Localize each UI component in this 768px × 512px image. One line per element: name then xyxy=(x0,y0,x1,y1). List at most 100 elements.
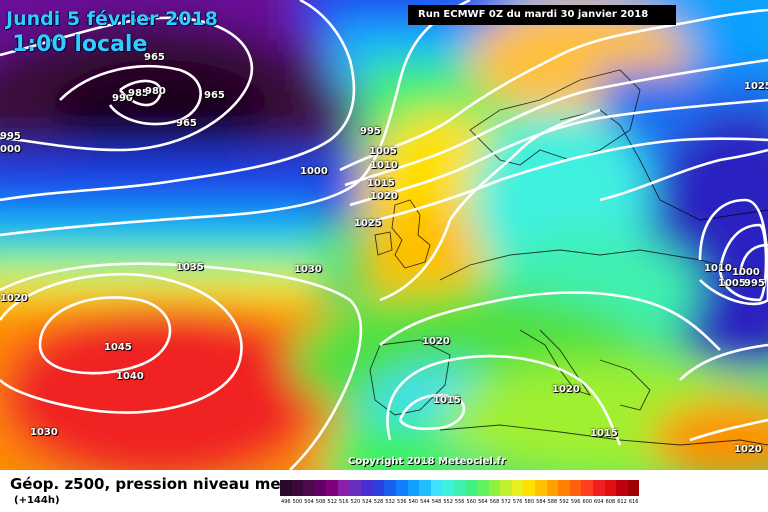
legend-footer: Géop. z500, pression niveau mer (+144h) … xyxy=(0,470,768,512)
scale-label: 520 xyxy=(350,499,361,505)
scale-label: 540 xyxy=(408,499,419,505)
scale-swatch xyxy=(430,480,443,496)
scale-swatch xyxy=(384,480,396,496)
scale-label: 596 xyxy=(570,499,581,505)
scale-swatch xyxy=(604,480,617,496)
scale-swatch xyxy=(453,480,466,496)
scale-label: 548 xyxy=(431,499,442,505)
scale-swatch xyxy=(581,480,594,496)
isobar-label: 965 xyxy=(144,52,165,63)
isobar-label: 1005 xyxy=(369,146,397,157)
scale-swatch xyxy=(337,480,350,496)
geopotential-shading xyxy=(0,0,768,470)
isobars xyxy=(0,0,768,470)
forecast-date-title: Jundi 5 février 2018 xyxy=(6,8,218,30)
scale-swatch xyxy=(280,480,292,496)
isobar-label: 1015 xyxy=(433,395,461,406)
isobar-label: 985 xyxy=(128,88,149,99)
scale-label: 608 xyxy=(605,499,616,505)
isobar-label: 1000 xyxy=(732,267,760,278)
scale-swatch xyxy=(349,480,362,496)
model-run-label: Run ECMWF 0Z du mardi 30 janvier 2018 xyxy=(408,5,676,25)
scale-label: 508 xyxy=(315,499,326,505)
scale-swatch xyxy=(558,480,570,496)
map-caption: Géop. z500, pression niveau mer xyxy=(10,475,288,493)
scale-label: 576 xyxy=(512,499,523,505)
scale-swatch xyxy=(535,480,547,496)
scale-label: 556 xyxy=(454,499,465,505)
scale-label: 544 xyxy=(420,499,430,505)
scale-swatch xyxy=(616,480,628,496)
isobar-label: 1020 xyxy=(370,191,398,202)
isobar-label: 1025 xyxy=(354,218,382,229)
scale-label: 524 xyxy=(362,499,372,505)
scale-swatch xyxy=(477,480,489,496)
scale-swatch xyxy=(372,480,385,496)
isobar-label: 1030 xyxy=(294,264,322,275)
scale-label: 496 xyxy=(281,499,291,505)
scale-swatch xyxy=(500,480,512,496)
scale-swatch xyxy=(465,480,478,496)
scale-swatch xyxy=(523,480,536,496)
scale-label: 616 xyxy=(628,499,639,505)
scale-swatch xyxy=(291,480,304,496)
isobar-label: 1025 xyxy=(744,81,768,92)
scale-label: 504 xyxy=(304,499,314,505)
scale-label: 572 xyxy=(501,499,511,505)
scale-swatch xyxy=(511,480,524,496)
isobar-label: 1020 xyxy=(552,384,580,395)
scale-swatch xyxy=(407,480,420,496)
scale-label: 536 xyxy=(396,499,407,505)
color-scale-labels: 496 500 504 508 512 516 520 524 528 532 536 540 544 5… xyxy=(280,499,639,505)
isobar-label: 000 xyxy=(0,144,21,155)
scale-label: 584 xyxy=(536,499,546,505)
scale-swatch xyxy=(593,480,605,496)
color-scale xyxy=(280,480,640,496)
scale-label: 532 xyxy=(385,499,395,505)
isobar-label: 1000 xyxy=(300,166,328,177)
isobar-label: 1010 xyxy=(704,263,732,274)
scale-label: 580 xyxy=(524,499,535,505)
map-area: 965 965 965 990 985 980 995 000 1000 995… xyxy=(0,0,768,470)
isobar-label: 995 xyxy=(0,131,21,142)
scale-swatch xyxy=(361,480,373,496)
scale-swatch xyxy=(546,480,559,496)
isobar-label: 1020 xyxy=(0,293,28,304)
scale-label: 552 xyxy=(443,499,453,505)
isobar-label: 1035 xyxy=(176,262,204,273)
forecast-lead-time: (+144h) xyxy=(14,495,60,506)
scale-swatch xyxy=(569,480,582,496)
scale-label: 560 xyxy=(466,499,477,505)
scale-label: 568 xyxy=(489,499,500,505)
isobar-label: 1010 xyxy=(370,160,398,171)
scale-swatch xyxy=(326,480,338,496)
scale-swatch xyxy=(314,480,327,496)
isobar-label: 1045 xyxy=(104,342,132,353)
isobar-label: 1020 xyxy=(422,336,450,347)
scale-label: 612 xyxy=(617,499,627,505)
scale-swatch xyxy=(442,480,454,496)
scale-label: 588 xyxy=(547,499,558,505)
isobar-label: 1020 xyxy=(734,444,762,455)
isobar-label: 965 xyxy=(176,118,197,129)
isobar-label: 980 xyxy=(145,86,166,97)
isobar-label: 995 xyxy=(744,278,765,289)
isobar-label: 1040 xyxy=(116,371,144,382)
scale-label: 604 xyxy=(594,499,604,505)
forecast-time-title: 1:00 locale xyxy=(12,32,148,57)
scale-swatch xyxy=(303,480,315,496)
scale-swatch xyxy=(419,480,431,496)
scale-label: 512 xyxy=(327,499,337,505)
isobar-label: 995 xyxy=(360,126,381,137)
copyright-text: Copyright 2018 Meteociel.fr xyxy=(348,456,506,467)
scale-swatch xyxy=(395,480,408,496)
isobar-label: 1030 xyxy=(30,427,58,438)
map-svg xyxy=(0,0,768,470)
isobar-label: 965 xyxy=(204,90,225,101)
isobar-label: 1015 xyxy=(367,178,395,189)
scale-swatch xyxy=(488,480,501,496)
isobar-label: 990 xyxy=(112,93,133,104)
isobar-label: 1015 xyxy=(590,428,618,439)
scale-label: 564 xyxy=(478,499,488,505)
